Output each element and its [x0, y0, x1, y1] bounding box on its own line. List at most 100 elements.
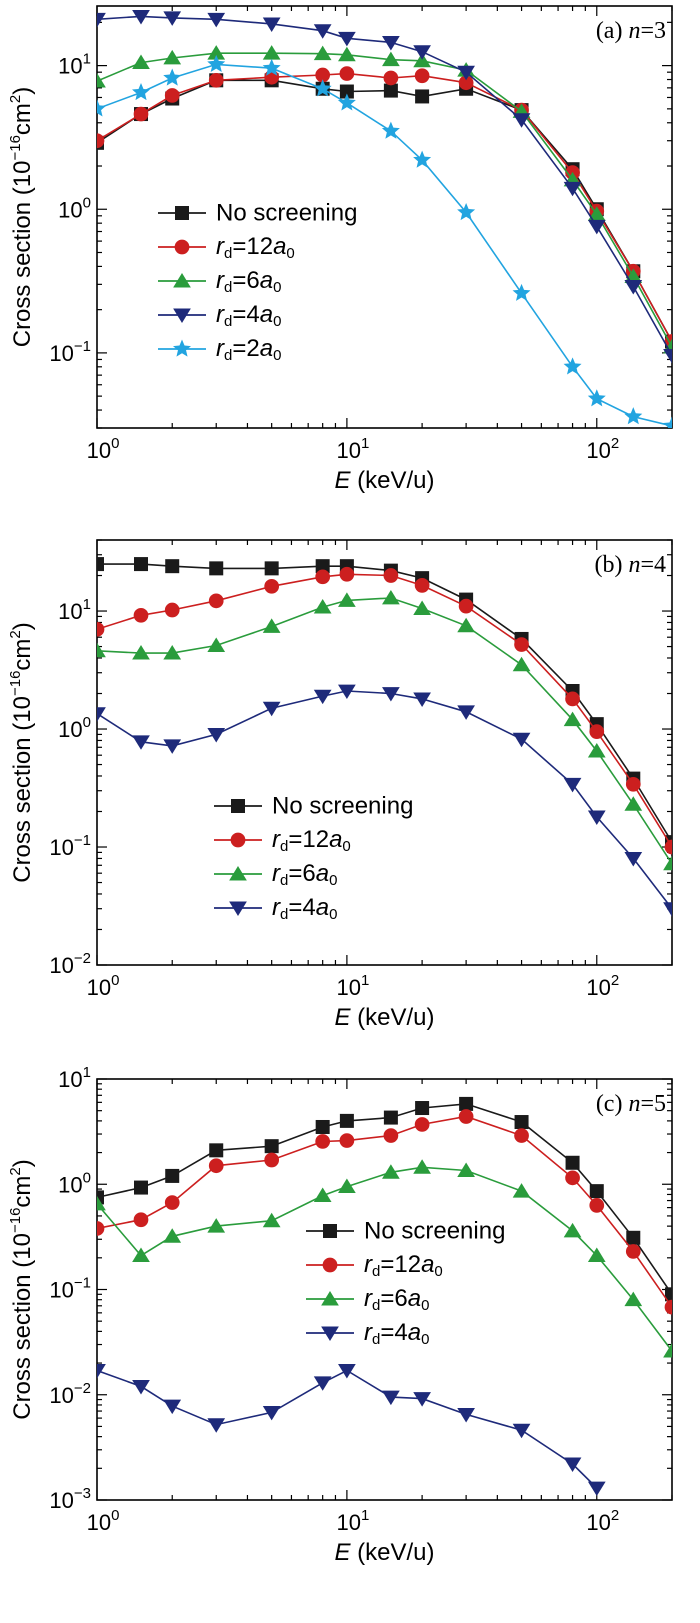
data-point — [563, 777, 582, 793]
data-point — [587, 810, 606, 825]
y-tick-label: 10−1 — [49, 338, 91, 366]
data-point — [164, 88, 180, 103]
data-point — [338, 684, 356, 700]
data-point — [458, 1109, 474, 1124]
data-point — [587, 1247, 606, 1263]
data-point — [208, 593, 224, 609]
data-point — [383, 83, 398, 98]
data-point — [132, 645, 150, 660]
data-point — [381, 121, 400, 139]
data-point — [589, 1198, 605, 1213]
data-point — [415, 89, 430, 104]
y-tick-label: 101 — [58, 1064, 91, 1092]
data-point — [338, 46, 356, 62]
legend-marker — [229, 865, 247, 881]
data-point — [413, 1392, 431, 1407]
data-point — [134, 557, 149, 572]
panel-label: (b) n=4 — [594, 552, 666, 578]
data-point — [383, 568, 399, 583]
data-point — [133, 106, 149, 122]
data-point — [315, 1134, 331, 1149]
data-point — [624, 1291, 643, 1307]
data-point — [339, 1133, 355, 1148]
data-point — [413, 150, 432, 168]
data-point — [514, 1128, 529, 1143]
data-point — [382, 1390, 400, 1406]
y-tick-label: 101 — [58, 51, 91, 79]
data-point — [97, 1221, 105, 1236]
data-point — [313, 24, 332, 39]
data-point — [264, 578, 280, 594]
data-point — [165, 1168, 180, 1183]
data-point — [587, 206, 606, 221]
legend-label: rd=12a0 — [216, 233, 295, 262]
data-point — [459, 1096, 474, 1111]
data-point — [163, 739, 182, 754]
data-point — [414, 68, 430, 84]
legend-label: rd=4a0 — [216, 301, 281, 330]
data-point — [512, 732, 531, 748]
data-point — [338, 592, 356, 607]
legend-marker — [322, 1257, 338, 1273]
data-point — [457, 1162, 475, 1177]
data-point — [207, 12, 226, 28]
data-point — [132, 1247, 150, 1263]
data-point — [262, 1405, 281, 1421]
legend: No screening rd=12a0 rd=6a0 rd=4a0 — [214, 792, 413, 923]
data-point — [383, 70, 399, 86]
data-point — [563, 181, 582, 197]
data-point — [625, 1244, 641, 1259]
data-point — [207, 45, 226, 60]
x-tick-label: 101 — [336, 1507, 369, 1535]
y-axis-title: Cross section (10−16cm2) — [7, 622, 36, 883]
legend-marker — [323, 1224, 337, 1238]
data-point — [97, 12, 106, 28]
data-point — [163, 49, 182, 65]
data-point — [565, 1170, 580, 1186]
data-point — [262, 45, 281, 60]
data-point — [382, 51, 400, 67]
panel-b: 100 101 102 10−2 10−1 100 101 E (keV/u) Cross se… — [7, 539, 673, 1031]
data-point — [414, 1117, 430, 1132]
data-point — [132, 83, 150, 101]
data-point — [514, 1115, 529, 1130]
data-point — [512, 1423, 531, 1439]
y-tick-label: 10−2 — [49, 1380, 91, 1408]
data-point — [626, 1230, 641, 1245]
plot-frame — [96, 5, 673, 429]
data-point — [587, 1481, 606, 1497]
series-area — [97, 9, 672, 428]
data-point — [209, 1143, 224, 1158]
data-point — [663, 902, 672, 917]
data-point — [338, 31, 356, 47]
data-point — [587, 219, 606, 235]
data-point — [339, 66, 355, 81]
data-point — [338, 1178, 356, 1194]
data-point — [163, 11, 182, 26]
data-point — [457, 1408, 475, 1423]
data-point — [413, 600, 431, 615]
data-point — [663, 1343, 672, 1358]
data-point — [313, 45, 332, 61]
data-point — [97, 642, 106, 658]
data-point — [565, 1155, 580, 1170]
x-axis-title: E (keV/u) — [334, 467, 434, 494]
data-point — [315, 67, 331, 83]
legend-marker — [173, 272, 191, 288]
data-point — [382, 589, 400, 605]
x-tick-label: 100 — [87, 1507, 120, 1535]
legend-label: No screening — [272, 792, 413, 819]
data-point — [382, 1164, 400, 1179]
data-point — [97, 621, 105, 637]
data-point — [457, 203, 476, 221]
data-point — [97, 1190, 104, 1205]
legend-marker — [321, 1290, 339, 1306]
data-point — [663, 416, 672, 428]
series-area — [97, 1096, 672, 1497]
data-point — [413, 692, 431, 707]
y-tick-label: 100 — [58, 714, 91, 742]
panel-c: 100 101 102 10−3 10−2 10−1 100 101 E (keV/u) Cros… — [7, 1064, 673, 1566]
legend-label: rd=4a0 — [272, 894, 337, 923]
data-point — [264, 1139, 279, 1154]
data-point — [208, 1158, 224, 1174]
